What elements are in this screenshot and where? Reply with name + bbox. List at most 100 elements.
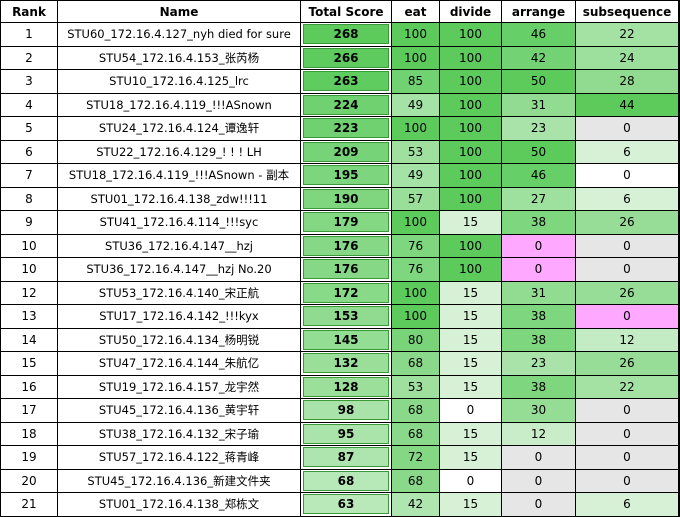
divide-cell: 100 [440,93,502,117]
arrange-cell: 0 [502,493,576,517]
rank-cell: 10 [1,258,58,282]
table-row: 17 STU45_172.16.4.136_黄宇轩 98 68 0 30 0 [1,399,679,423]
total-score-cell: 195 [301,164,392,188]
subsequence-cell: 6 [576,493,679,517]
total-score-cell: 209 [301,140,392,164]
total-score-cell: 176 [301,234,392,258]
table-row: 2 STU54_172.16.4.153_张芮杨 266 100 100 42 24 [1,46,679,70]
total-score-cell: 172 [301,281,392,305]
rank-cell: 13 [1,305,58,329]
total-score-cell: 68 [301,469,392,493]
arrange-cell: 12 [502,422,576,446]
column-header-subsequence[interactable]: subsequence [576,1,679,23]
column-header-arrange[interactable]: arrange [502,1,576,23]
eat-cell: 68 [392,399,440,423]
eat-cell: 100 [392,117,440,141]
table-row: 14 STU50_172.16.4.134_杨明锐 145 80 15 38 12 [1,328,679,352]
divide-cell: 100 [440,164,502,188]
rank-cell: 5 [1,117,58,141]
table-row: 7 STU18_172.16.4.119_!!!ASnown - 副本 195 49 1… [1,164,679,188]
rank-cell: 7 [1,164,58,188]
subsequence-cell: 44 [576,93,679,117]
arrange-cell: 0 [502,258,576,282]
header-row: Rank Name Total Score eat divide arrange… [1,1,679,23]
name-cell: STU01_172.16.4.138_郑栋文 [58,493,301,517]
rank-cell: 6 [1,140,58,164]
name-cell: STU36_172.16.4.147__hzj No.20 [58,258,301,282]
divide-cell: 15 [440,211,502,235]
subsequence-cell: 0 [576,305,679,329]
rank-cell: 3 [1,70,58,94]
arrange-cell: 38 [502,305,576,329]
rank-cell: 18 [1,422,58,446]
table-row: 13 STU17_172.16.4.142_!!!kyx 153 100 15 38 0 [1,305,679,329]
divide-cell: 15 [440,305,502,329]
name-cell: STU01_172.16.4.138_zdw!!!11 [58,187,301,211]
total-score-value: 209 [303,141,389,162]
arrange-cell: 42 [502,46,576,70]
name-cell: STU45_172.16.4.136_黄宇轩 [58,399,301,423]
eat-cell: 68 [392,422,440,446]
total-score-value: 98 [303,400,389,421]
rank-cell: 9 [1,211,58,235]
table-row: 4 STU18_172.16.4.119_!!!ASnown 224 49 100 31 4… [1,93,679,117]
total-score-cell: 63 [301,493,392,517]
total-score-value: 68 [303,470,389,491]
rank-cell: 15 [1,352,58,376]
rank-cell: 20 [1,469,58,493]
total-score-cell: 268 [301,23,392,47]
name-cell: STU22_172.16.4.129_! ! ! LH [58,140,301,164]
column-header-total-score[interactable]: Total Score [301,1,392,23]
total-score-cell: 179 [301,211,392,235]
eat-cell: 100 [392,23,440,47]
divide-cell: 100 [440,234,502,258]
column-header-eat[interactable]: eat [392,1,440,23]
arrange-cell: 0 [502,234,576,258]
divide-cell: 0 [440,469,502,493]
divide-cell: 100 [440,187,502,211]
column-header-divide[interactable]: divide [440,1,502,23]
table-row: 20 STU45_172.16.4.136_新建文件夹 68 68 0 0 0 [1,469,679,493]
name-cell: STU19_172.16.4.157_龙宇然 [58,375,301,399]
arrange-cell: 50 [502,140,576,164]
total-score-cell: 263 [301,70,392,94]
table-row: 10 STU36_172.16.4.147__hzj 176 76 100 0 0 [1,234,679,258]
subsequence-cell: 0 [576,446,679,470]
table-row: 18 STU38_172.16.4.132_宋子瑜 95 68 15 12 0 [1,422,679,446]
name-cell: STU18_172.16.4.119_!!!ASnown [58,93,301,117]
total-score-value: 145 [303,329,389,350]
eat-cell: 100 [392,46,440,70]
subsequence-cell: 0 [576,399,679,423]
arrange-cell: 31 [502,281,576,305]
eat-cell: 68 [392,469,440,493]
column-header-rank[interactable]: Rank [1,1,58,23]
total-score-value: 176 [303,259,389,280]
subsequence-cell: 26 [576,211,679,235]
subsequence-cell: 0 [576,422,679,446]
name-cell: STU24_172.16.4.124_谭逸轩 [58,117,301,141]
rank-cell: 12 [1,281,58,305]
divide-cell: 15 [440,446,502,470]
total-score-value: 266 [303,47,389,68]
rank-cell: 4 [1,93,58,117]
eat-cell: 49 [392,93,440,117]
arrange-cell: 38 [502,375,576,399]
column-header-name[interactable]: Name [58,1,301,23]
total-score-value: 190 [303,188,389,209]
name-cell: STU54_172.16.4.153_张芮杨 [58,46,301,70]
name-cell: STU47_172.16.4.144_朱航亿 [58,352,301,376]
divide-cell: 100 [440,46,502,70]
divide-cell: 0 [440,399,502,423]
arrange-cell: 27 [502,187,576,211]
total-score-value: 263 [303,71,389,92]
name-cell: STU38_172.16.4.132_宋子瑜 [58,422,301,446]
total-score-value: 195 [303,165,389,186]
rank-cell: 21 [1,493,58,517]
table-row: 21 STU01_172.16.4.138_郑栋文 63 42 15 0 6 [1,493,679,517]
subsequence-cell: 26 [576,352,679,376]
eat-cell: 53 [392,375,440,399]
total-score-value: 63 [303,494,389,515]
total-score-cell: 95 [301,422,392,446]
eat-cell: 72 [392,446,440,470]
